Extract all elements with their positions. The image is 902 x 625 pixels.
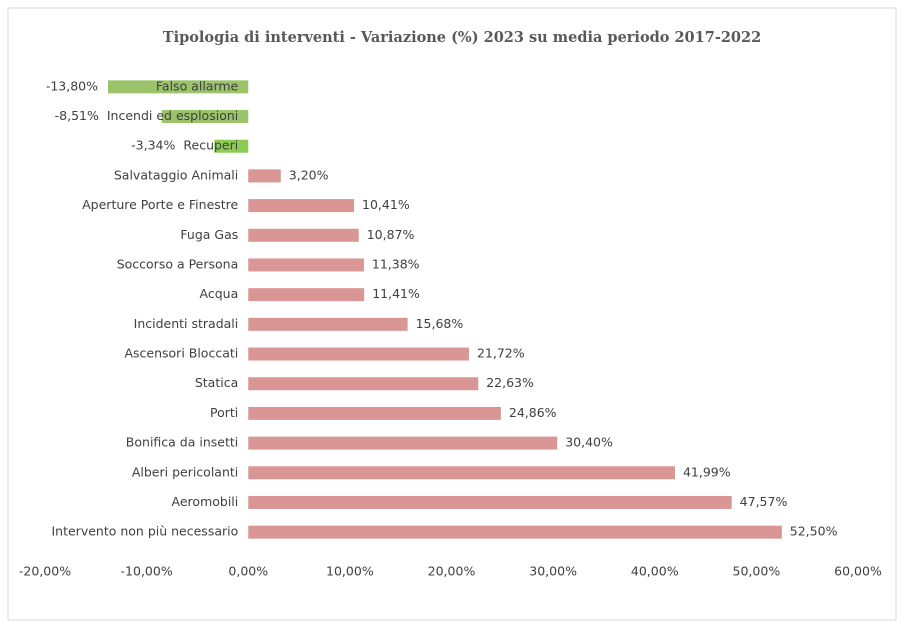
- value-label: 11,38%: [372, 256, 420, 271]
- category-label: Fuga Gas: [180, 227, 238, 242]
- bar: [248, 317, 408, 331]
- value-label: 11,41%: [372, 286, 420, 301]
- value-label: 10,41%: [362, 197, 410, 212]
- bar: [248, 347, 469, 361]
- bar: [248, 406, 501, 420]
- bar: [248, 525, 782, 539]
- category-label: Incidenti stradali: [134, 316, 239, 331]
- x-tick-label: 50,00%: [733, 564, 781, 579]
- category-label: Recuperi: [183, 138, 238, 153]
- x-tick-label: -20,00%: [19, 564, 71, 579]
- category-label: Bonifica da insetti: [126, 435, 238, 450]
- x-tick-label: 0,00%: [228, 564, 268, 579]
- category-label: Ascensori Bloccati: [124, 346, 238, 361]
- bar: [248, 228, 359, 242]
- bar: [161, 110, 249, 124]
- bar: [248, 258, 364, 272]
- value-label: -3,34%: [131, 138, 175, 153]
- category-label: Statica: [195, 375, 238, 390]
- category-label: Intervento non più necessario: [51, 524, 238, 539]
- value-label: -8,51%: [55, 108, 99, 123]
- bar: [248, 377, 479, 391]
- x-tick-label: 10,00%: [326, 564, 374, 579]
- bar: [108, 80, 249, 94]
- x-tick-label: 20,00%: [428, 564, 476, 579]
- value-label: 21,72%: [477, 346, 525, 361]
- bar: [248, 436, 558, 450]
- category-label: Aperture Porte e Finestre: [82, 197, 238, 212]
- value-label: 24,86%: [509, 405, 557, 420]
- category-label: Acqua: [200, 286, 239, 301]
- chart-frame: [7, 7, 897, 621]
- category-label: Falso allarme: [156, 78, 239, 93]
- x-tick-label: -10,00%: [121, 564, 173, 579]
- value-label: 15,68%: [416, 316, 464, 331]
- category-label: Alberi pericolanti: [132, 464, 238, 479]
- category-label: Salvataggio Animali: [114, 167, 238, 182]
- x-tick-label: 60,00%: [834, 564, 882, 579]
- category-label: Aeromobili: [172, 494, 239, 509]
- value-label: 41,99%: [683, 464, 731, 479]
- value-label: 22,63%: [486, 375, 534, 390]
- value-label: 52,50%: [790, 524, 838, 539]
- category-label: Incendi ed esplosioni: [107, 108, 238, 123]
- bar: [248, 466, 675, 480]
- bar: [248, 495, 732, 509]
- bar: [248, 288, 365, 302]
- chart-title: Tipologia di interventi - Variazione (%)…: [163, 29, 761, 46]
- category-label: Soccorso a Persona: [117, 256, 239, 271]
- value-label: 10,87%: [367, 227, 415, 242]
- value-label: 30,40%: [565, 435, 613, 450]
- value-label: 3,20%: [289, 167, 329, 182]
- x-tick-label: 40,00%: [631, 564, 679, 579]
- value-label: 47,57%: [740, 494, 788, 509]
- x-tick-label: 30,00%: [529, 564, 577, 579]
- bar: [214, 139, 249, 153]
- bar: [248, 169, 281, 183]
- category-label: Porti: [210, 405, 238, 420]
- bar: [248, 199, 355, 213]
- value-label: -13,80%: [46, 78, 98, 93]
